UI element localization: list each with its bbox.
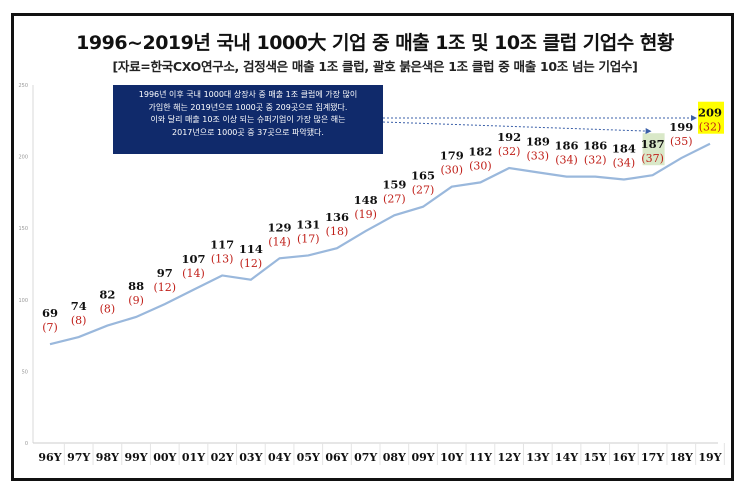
data-label-1t: 117 [210,237,234,251]
data-label-10t: (19) [354,208,377,221]
data-label-1t: 186 [555,139,579,153]
data-label-10t: (37) [641,152,664,165]
x-tick-label: 19Y [698,451,721,464]
data-label-10t: (30) [440,164,463,177]
series-line [49,142,711,346]
data-label-10t: (32) [699,121,722,134]
x-tick-label: 17Y [641,451,664,464]
chart-subtitle: [자료=한국CXO연구소, 검정색은 매출 1조 클럽, 괄호 붉은색은 1조 … [112,59,638,74]
data-label-1t: 187 [641,137,665,151]
y-tick-label: 50 [22,369,28,375]
data-label-10t: (27) [383,192,406,205]
data-label-1t: 136 [325,210,349,224]
data-label-1t: 192 [497,130,521,144]
data-label-1t: 97 [157,266,173,280]
data-label-1t: 131 [296,217,320,231]
data-label-10t: (30) [469,159,492,172]
y-tick-label: 100 [18,298,28,304]
x-tick-label: 98Y [96,451,119,464]
data-label-10t: (7) [42,321,58,334]
annotation-box: 1996년 이후 국내 1000대 상장사 중 매출 1조 클럽에 가장 많이 … [113,85,383,154]
data-label-1t: 82 [99,288,115,302]
data-label-1t: 182 [468,144,492,158]
data-label-10t: (18) [326,225,349,238]
y-tick-label: 150 [18,226,28,232]
data-label-10t: (14) [268,235,291,248]
annotation-line: 이와 달리 매출 10조 이상 되는 슈퍼기업이 가장 많은 해는 [150,115,346,124]
data-label-1t: 107 [181,252,205,266]
data-label-10t: (12) [153,281,176,294]
data-label-1t: 114 [239,242,263,256]
data-label-1t: 186 [583,139,607,153]
data-label-10t: (13) [211,252,234,265]
data-label-10t: (34) [613,157,636,170]
x-tick-label: 12Y [498,451,521,464]
x-tick-label: 97Y [67,451,90,464]
data-label-10t: (8) [100,303,116,316]
x-tick-label: 00Y [153,451,176,464]
data-label-1t: 129 [268,220,292,234]
data-label-10t: (32) [498,145,521,158]
data-label-1t: 184 [612,142,636,156]
annotation-line: 가입한 해는 2019년으로 1000곳 중 209곳으로 집계됐다. [148,102,348,112]
x-tick-label: 18Y [670,451,693,464]
data-label-10t: (33) [527,149,550,162]
x-tick-label: 08Y [383,451,406,464]
data-label-10t: (32) [584,154,607,167]
arrow-to-2017 [382,121,652,135]
x-tick-label: 03Y [239,451,262,464]
highlight-2017 [642,133,665,166]
data-label-10t: (34) [555,154,578,167]
annotation-line: 1996년 이후 국내 1000대 상장사 중 매출 1조 클럽에 가장 많이 [138,90,358,99]
x-tick-label: 04Y [268,451,291,464]
data-label-10t: (17) [297,232,320,245]
data-label-1t: 69 [42,306,58,320]
y-tick-label: 250 [18,83,28,89]
x-tick-label: 11Y [469,451,492,464]
x-tick-label: 06Y [325,451,348,464]
data-label-1t: 209 [698,106,722,120]
data-label-10t: (14) [182,267,205,280]
data-label-10t: (27) [412,184,435,197]
x-tick-label: 02Y [211,451,234,464]
x-tick-label: 09Y [411,451,434,464]
x-tick-label: 07Y [354,451,377,464]
x-tick-label: 16Y [612,451,635,464]
data-label-10t: (8) [71,314,87,327]
data-label-1t: 148 [354,193,378,207]
data-label-10t: (35) [670,135,693,148]
x-tick-label: 05Y [297,451,320,464]
chart-title: 1996~2019년 국내 1000大 기업 중 매출 1조 및 10조 클럽 … [76,32,674,54]
annotation-line: 2017년으로 1000곳 중 37곳으로 파악됐다. [172,127,324,137]
data-label-1t: 199 [669,120,693,134]
x-tick-label: 13Y [526,451,549,464]
y-tick-label: 0 [25,441,28,447]
data-label-1t: 88 [128,279,144,293]
x-tick-label: 96Y [38,451,61,464]
data-label-1t: 74 [71,299,87,313]
data-label-1t: 189 [526,134,550,148]
x-tick-label: 10Y [440,451,463,464]
highlight-2019 [698,101,724,134]
data-label-1t: 165 [411,169,435,183]
data-label-1t: 159 [382,177,406,191]
data-label-10t: (12) [240,257,263,270]
y-tick-label: 200 [18,155,28,161]
x-tick-label: 15Y [584,451,607,464]
x-tick-label: 01Y [182,451,205,464]
x-tick-label: 99Y [125,451,148,464]
data-label-1t: 179 [440,149,464,163]
data-label-10t: (9) [128,294,144,307]
x-tick-label: 14Y [555,451,578,464]
